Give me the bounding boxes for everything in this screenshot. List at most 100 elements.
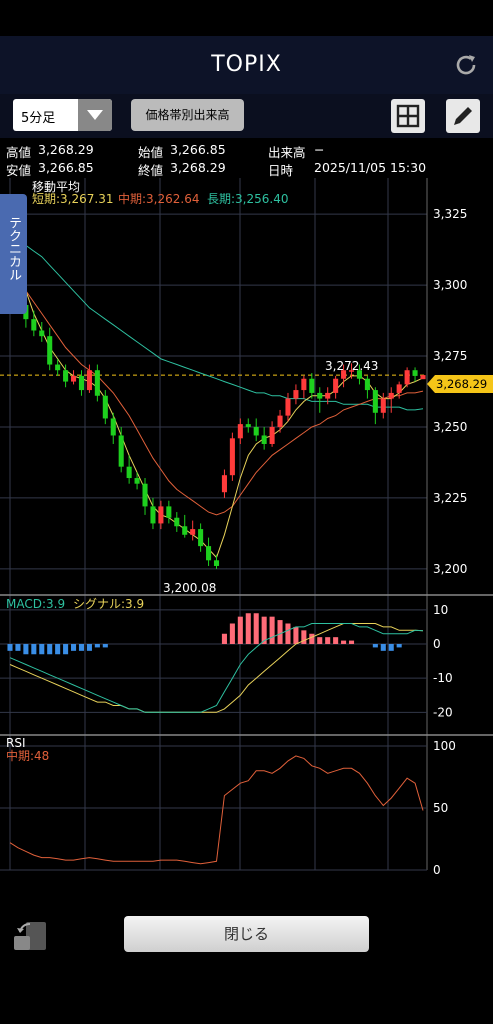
high-annotation: 3,272.43 — [325, 359, 378, 373]
rsi-tick-label: 100 — [433, 739, 456, 753]
candle-body — [396, 384, 402, 393]
chart-axes: 3,3253,3003,2753,2503,2253,200100-10-201… — [0, 207, 467, 895]
candle-body — [364, 378, 370, 391]
price-tick-label: 3,225 — [433, 491, 467, 505]
volume-label: 出来高 — [268, 145, 306, 160]
technical-tab[interactable]: テクニカル — [0, 194, 27, 314]
candlesticks — [7, 217, 426, 569]
candle-body — [341, 370, 347, 379]
page-title: TOPIX — [211, 52, 282, 77]
moving-average-lines — [9, 222, 424, 559]
candle-body — [356, 370, 362, 379]
candle-body — [221, 475, 227, 493]
candle-body — [86, 370, 92, 391]
rsi-tick-label: 0 — [433, 863, 441, 877]
macd-histogram-bar — [388, 644, 394, 651]
macd-label: MACD:3.9 — [6, 597, 65, 611]
candle-body — [309, 378, 315, 393]
refresh-icon[interactable] — [453, 52, 479, 78]
macd-histogram-bar — [317, 637, 323, 644]
ma-long-label: 長期:3,256.40 — [207, 192, 288, 206]
chart-grid — [0, 178, 493, 871]
interval-select[interactable]: 5分足 — [13, 99, 112, 131]
candle-body — [412, 370, 418, 376]
candle-body — [174, 517, 180, 527]
candle-body — [269, 426, 275, 444]
candle-body — [102, 395, 108, 419]
candle-body — [47, 336, 53, 365]
current-price-tag: 3,268.29 — [427, 375, 493, 393]
candle-body — [253, 426, 259, 436]
price-tick-label: 3,250 — [433, 420, 467, 434]
macd-panel — [7, 613, 424, 713]
rsi-tick-label: 50 — [433, 801, 448, 815]
candle-body — [94, 370, 100, 396]
rsi-panel — [9, 755, 424, 865]
low-annotation: 3,200.08 — [163, 581, 216, 595]
chevron-down-icon — [78, 99, 112, 131]
macd-histogram-bar — [47, 644, 53, 655]
macd-histogram-bar — [348, 640, 355, 644]
macd-histogram-bar — [333, 637, 339, 644]
price-chart[interactable]: 3,3253,3003,2753,2503,2253,200100-10-201… — [0, 178, 493, 895]
rsi-line — [9, 755, 424, 865]
macd-histogram-bar — [102, 644, 108, 648]
macd-histogram-bar — [237, 616, 243, 644]
candle-body — [372, 390, 378, 413]
grid-layout-icon[interactable] — [391, 99, 425, 133]
macd-line — [9, 623, 424, 713]
macd-histogram-bar — [396, 644, 402, 648]
price-tick-label: 3,325 — [433, 207, 467, 221]
candle-body — [71, 375, 77, 382]
macd-tick-label: 10 — [433, 603, 448, 617]
candle-body — [348, 370, 355, 372]
candle-body — [55, 364, 61, 371]
candle-body — [206, 546, 212, 561]
price-tick-label: 3,300 — [433, 278, 467, 292]
datetime-value: 2025/11/05 15:30 — [314, 160, 427, 175]
macd-histogram-bar — [372, 644, 378, 648]
macd-histogram-bar — [7, 644, 13, 651]
candle-body — [293, 390, 299, 399]
low-label: 安値 — [6, 163, 32, 178]
macd-histogram-bar — [31, 644, 37, 655]
macd-tick-label: -10 — [433, 671, 453, 685]
candle-body — [420, 375, 426, 380]
macd-histogram-bar — [261, 616, 267, 644]
candle-body — [388, 392, 394, 399]
macd-tick-label: 0 — [433, 637, 441, 651]
chart-area[interactable]: 3,325 3,300 3,275 3,250 3,225 3,200 10 0 -10 -20 1… — [0, 178, 493, 895]
rotate-icon[interactable] — [12, 916, 48, 952]
macd-histogram-bar — [55, 644, 61, 655]
volume-profile-button[interactable]: 価格帯別出来高 — [131, 99, 244, 131]
pencil-icon[interactable] — [446, 99, 480, 133]
high-value: 3,268.29 — [38, 142, 94, 157]
candle-body — [325, 392, 331, 399]
macd-histogram-bar — [86, 644, 92, 651]
candle-body — [198, 529, 204, 547]
candle-body — [63, 370, 69, 382]
macd-tick-label: -20 — [433, 705, 453, 719]
macd-histogram-bar — [277, 620, 283, 644]
close-button[interactable]: 閉じる — [124, 916, 369, 952]
price-info: 高値 3,268.29 始値 3,266.85 出来高 − 安値 3,266.8… — [0, 138, 493, 178]
candle-body — [301, 378, 307, 391]
bottom-bar: 閉じる — [0, 900, 493, 970]
header-bar: TOPIX — [0, 36, 493, 94]
candle-body — [237, 424, 243, 439]
candle-body — [134, 478, 140, 484]
price-tick-label: 3,275 — [433, 349, 467, 363]
price-tick-label: 3,200 — [433, 562, 467, 576]
technical-tab-label: テクニカル — [6, 216, 21, 281]
toolbar: 5分足 価格帯別出来高 — [0, 94, 493, 138]
candle-body — [261, 435, 267, 444]
rsi-title: RSI — [6, 736, 26, 750]
candle-body — [190, 529, 196, 535]
rsi-mid-label: 中期:48 — [6, 748, 49, 763]
open-label: 始値 — [138, 145, 164, 160]
macd-histogram-bar — [309, 633, 315, 644]
macd-histogram-bar — [229, 623, 235, 644]
current-price-value: 3,268.29 — [436, 377, 487, 391]
candle-body — [245, 424, 251, 427]
candle-body — [166, 506, 172, 518]
